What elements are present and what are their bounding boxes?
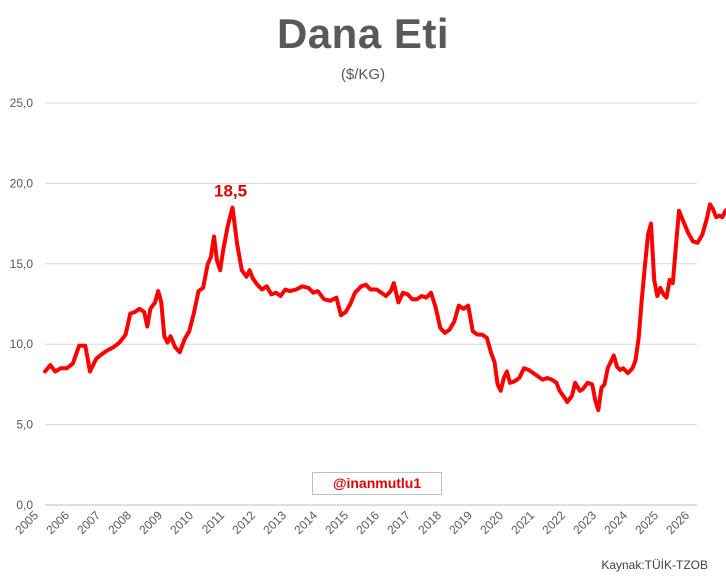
x-tick-label: 2020 <box>477 508 506 537</box>
x-tick-label: 2010 <box>167 508 196 537</box>
x-tick-label: 2012 <box>229 508 258 537</box>
chart-subtitle: ($/KG) <box>340 66 386 83</box>
y-tick-label: 5,0 <box>16 418 33 432</box>
x-tick-label: 2022 <box>539 508 568 537</box>
y-tick-label: 0,0 <box>16 498 33 512</box>
x-tick-label: 2025 <box>632 508 661 537</box>
x-tick-label: 2005 <box>12 508 41 537</box>
x-tick-label: 2023 <box>570 508 599 537</box>
watermark-label: @inanmutlu1 <box>312 472 442 495</box>
y-tick-label: 25,0 <box>10 96 34 110</box>
x-tick-label: 2011 <box>199 508 227 536</box>
x-axis-ticks: 2005 2006 2007 2008 2009 2010 2011 2012 2013 2014… <box>12 508 692 537</box>
y-axis-ticks: 0,0 5,0 10,0 15,0 20,0 25,0 <box>10 96 34 512</box>
source-note: Kaynak:TÜİK-TZOB <box>601 558 708 572</box>
series-layer <box>43 202 726 413</box>
x-tick-label: 2017 <box>384 508 413 537</box>
y-tick-label: 20,0 <box>10 176 34 190</box>
y-tick-label: 15,0 <box>10 257 34 271</box>
x-tick-label: 2006 <box>43 508 72 537</box>
data-labels: 18,522,4 <box>214 119 726 201</box>
grid-lines <box>45 102 697 506</box>
x-tick-label: 2007 <box>74 508 103 537</box>
x-tick-label: 2021 <box>508 508 537 537</box>
x-tick-label: 2013 <box>260 508 289 537</box>
x-tick-label: 2024 <box>601 508 630 537</box>
data-label: 18,5 <box>214 182 247 201</box>
x-tick-label: 2016 <box>353 508 382 537</box>
x-tick-label: 2009 <box>136 508 165 537</box>
x-tick-label: 2008 <box>105 508 134 537</box>
chart-title: Dana Eti <box>276 10 450 57</box>
x-tick-label: 2015 <box>322 508 351 537</box>
x-tick-label: 2018 <box>415 508 444 537</box>
x-tick-label: 2014 <box>291 508 320 537</box>
series-line <box>43 202 726 413</box>
y-tick-label: 10,0 <box>10 337 34 351</box>
x-tick-label: 2026 <box>663 508 692 537</box>
x-tick-label: 2019 <box>446 508 475 537</box>
